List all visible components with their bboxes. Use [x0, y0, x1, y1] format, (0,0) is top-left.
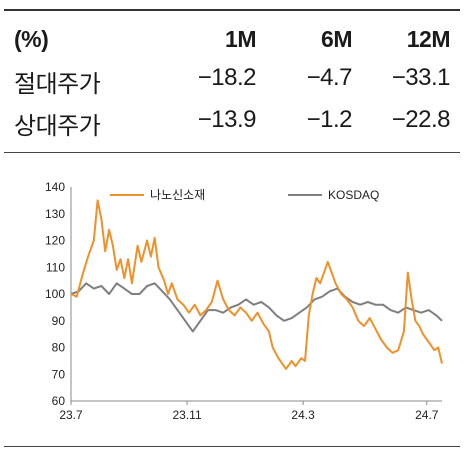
y-tick-label: 130: [45, 207, 65, 221]
y-tick-label: 90: [52, 314, 66, 328]
y-tick-label: 70: [52, 367, 66, 381]
divider-rule: [4, 152, 460, 153]
y-tick-label: 60: [52, 394, 66, 408]
legend-label: KOSDAQ: [328, 188, 379, 202]
x-tick-label: 23.7: [59, 408, 83, 422]
series-lines: [70, 199, 443, 370]
x-axis: 23.7 23.11 24.3 24.7: [59, 400, 442, 422]
header-6m: 6M: [321, 26, 352, 52]
table-header-row: (%) 1M 6M 12M: [0, 26, 464, 66]
header-12m: 12M: [406, 26, 451, 52]
x-tick-label: 24.7: [415, 408, 439, 422]
absolute-12m: −33.1: [391, 64, 451, 91]
relative-6m: −1.2: [306, 106, 353, 133]
relative-12m: −22.8: [391, 106, 451, 133]
row-label-absolute: 절대주가: [14, 71, 101, 98]
bottom-rule: [4, 446, 460, 447]
absolute-1m: −18.2: [197, 64, 257, 91]
price-chart: 60 70 80 90 100 110 120 130 140 23.7 23.11 24.3 24.…: [45, 180, 443, 422]
header-1m: 1M: [225, 26, 256, 52]
y-axis: 60 70 80 90 100 110 120 130 140: [45, 180, 72, 408]
y-tick-label: 100: [45, 287, 65, 301]
table-row-relative: 상대주가 −13.9 −1.2 −22.8: [0, 106, 464, 146]
legend-label: 나노신소재: [150, 188, 205, 202]
series-line-kosdaq: [70, 282, 443, 333]
y-tick-label: 140: [45, 180, 65, 194]
table-row-absolute: 절대주가 −18.2 −4.7 −33.1: [0, 64, 464, 104]
x-tick-label: 24.3: [291, 408, 315, 422]
y-tick-label: 110: [46, 260, 65, 274]
y-tick-label: 120: [45, 234, 65, 248]
relative-1m: −13.9: [197, 106, 257, 133]
legend: 나노신소재 KOSDAQ: [110, 188, 379, 202]
y-tick-label: 80: [52, 341, 66, 355]
top-rule: [4, 9, 460, 11]
absolute-6m: −4.7: [306, 64, 353, 91]
header-unit: (%): [14, 26, 49, 52]
row-label-relative: 상대주가: [14, 113, 101, 140]
x-tick-label: 23.11: [172, 408, 201, 422]
series-line-nano: [70, 199, 443, 370]
